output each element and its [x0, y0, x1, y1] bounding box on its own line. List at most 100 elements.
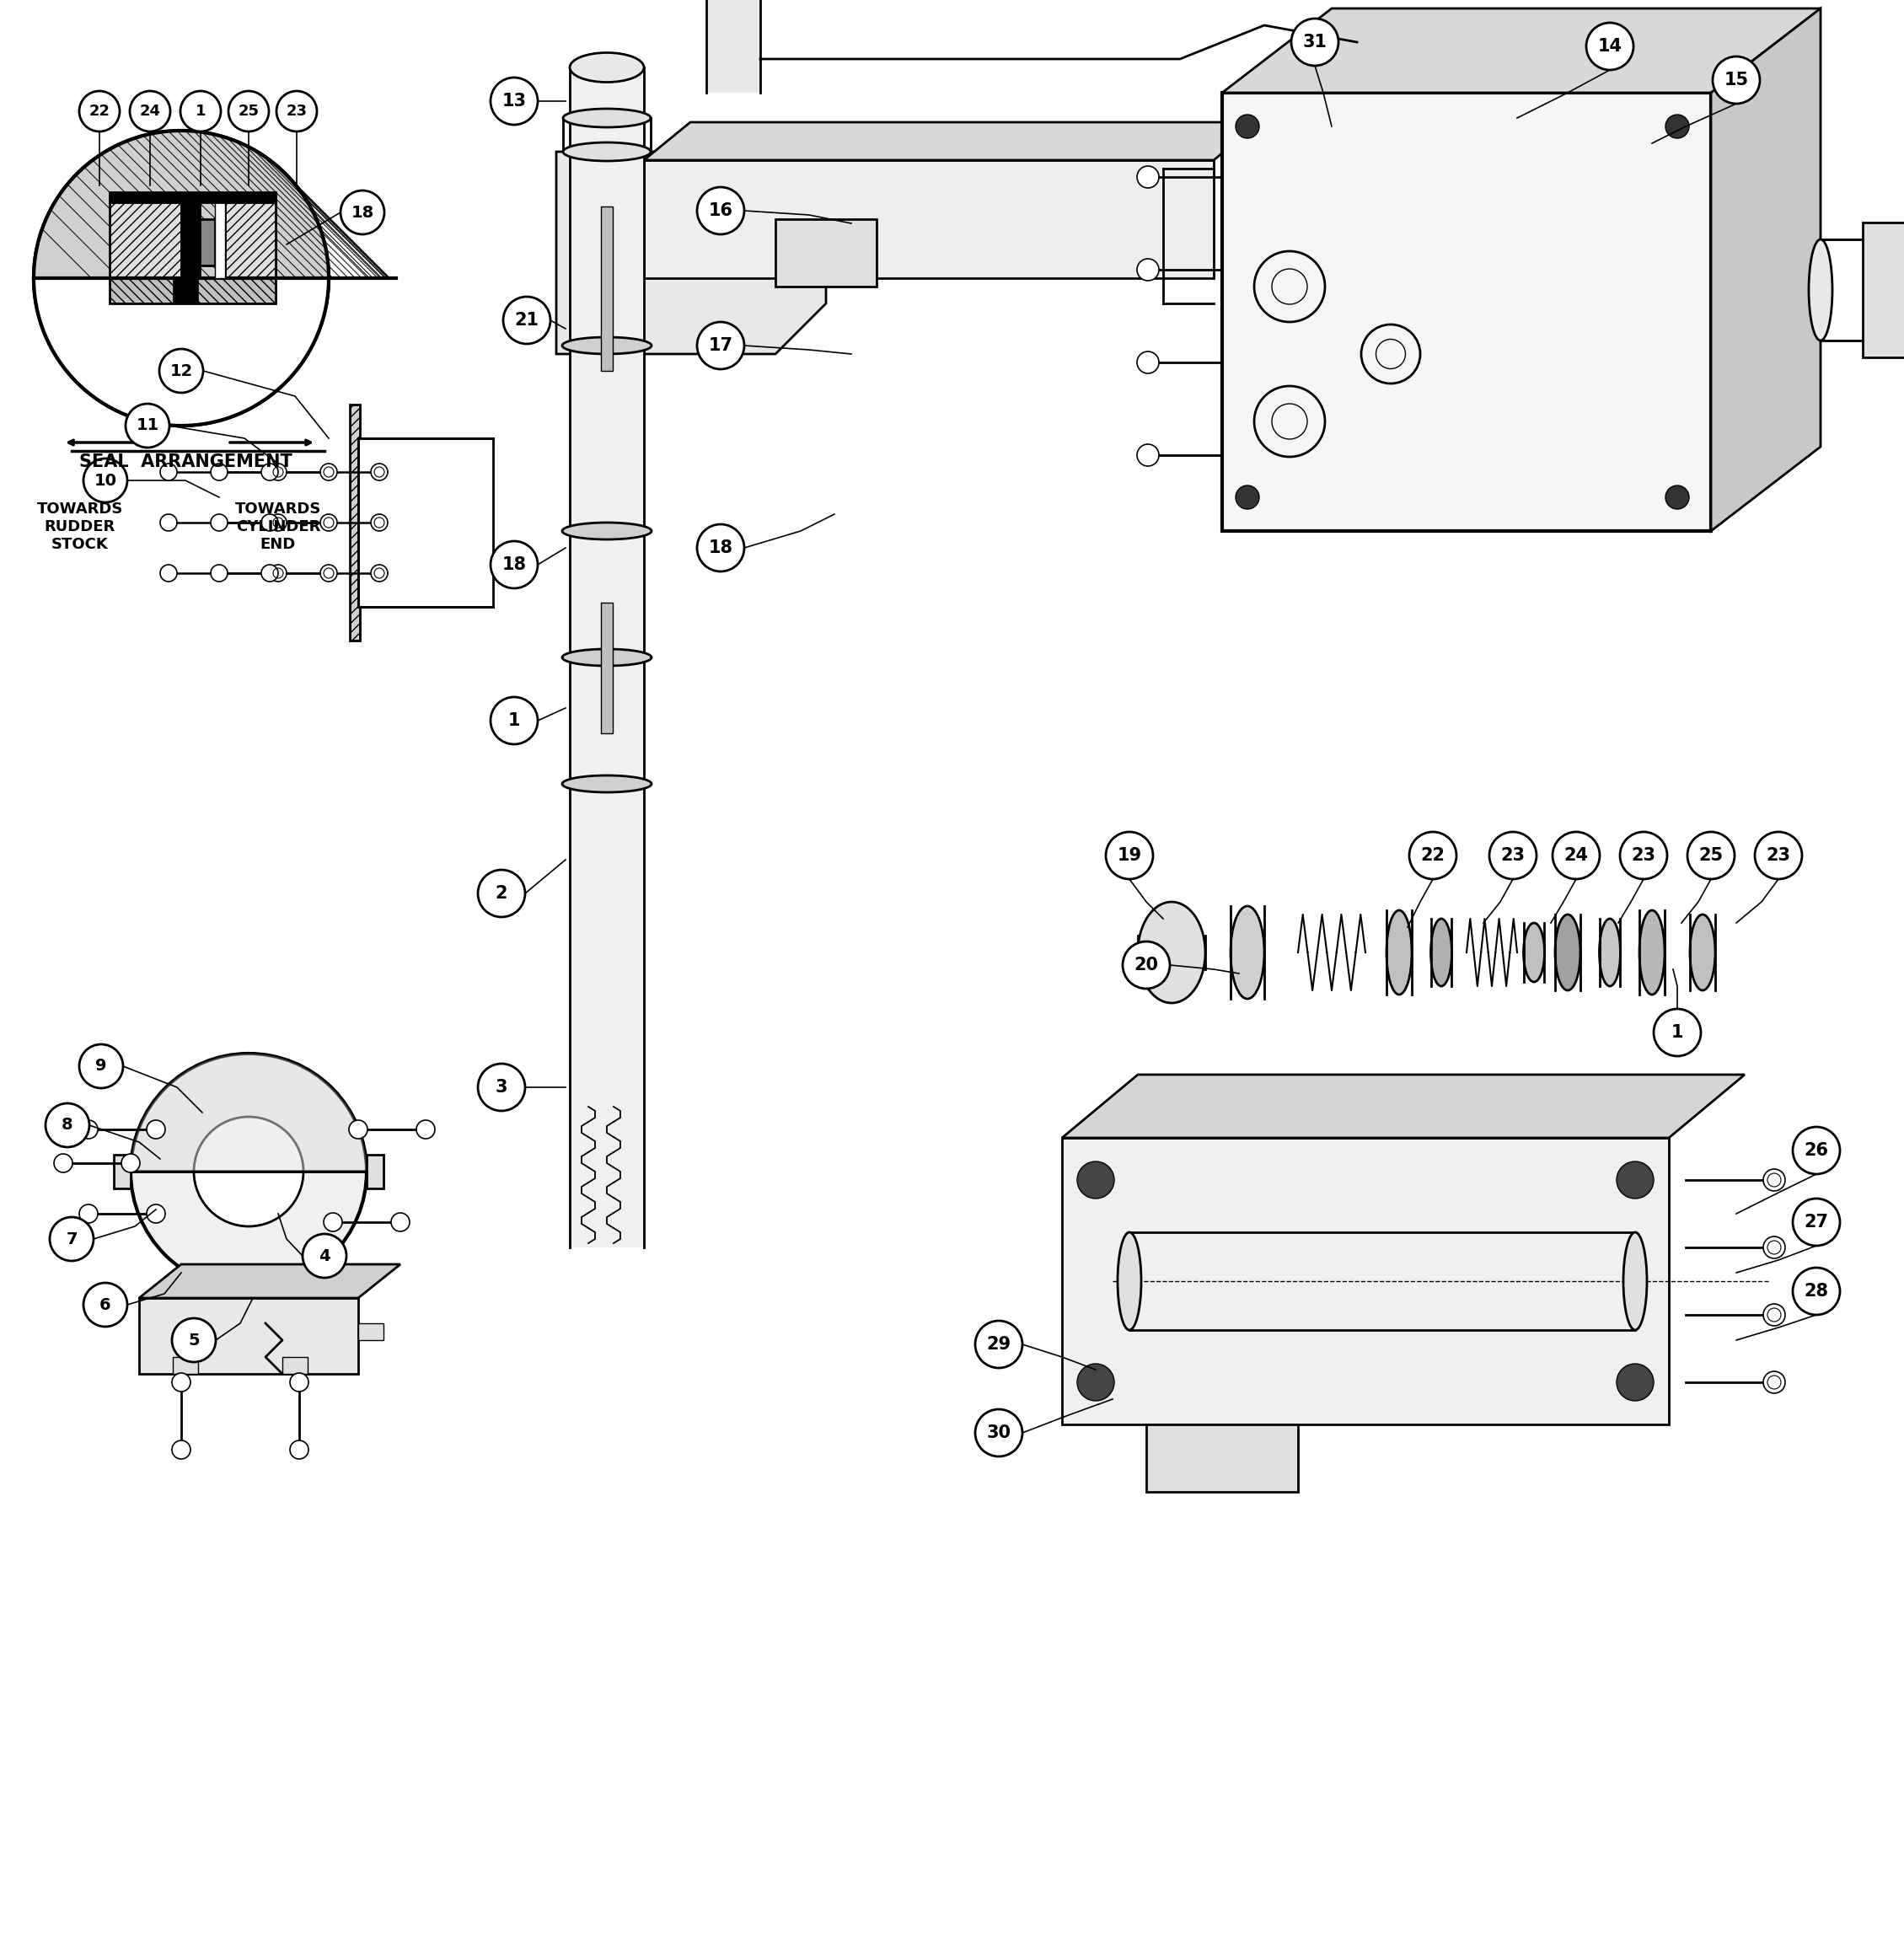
Text: 23: 23 [1767, 847, 1790, 864]
Ellipse shape [562, 522, 651, 539]
Circle shape [181, 92, 221, 132]
Circle shape [84, 458, 128, 502]
Circle shape [1137, 259, 1160, 280]
Bar [367, 1155, 383, 1188]
Circle shape [1620, 831, 1668, 880]
Bar [706, 0, 760, 93]
Circle shape [270, 514, 288, 532]
Ellipse shape [569, 53, 644, 82]
Ellipse shape [1118, 1232, 1140, 1330]
Circle shape [1137, 444, 1160, 465]
Circle shape [46, 1104, 89, 1147]
Bar [1222, 93, 1712, 532]
Ellipse shape [1556, 915, 1580, 991]
Circle shape [320, 565, 337, 582]
Bar [110, 278, 276, 304]
Circle shape [341, 191, 385, 234]
Circle shape [261, 514, 278, 532]
Circle shape [1763, 1304, 1786, 1326]
Circle shape [1714, 56, 1759, 103]
Circle shape [320, 463, 337, 481]
Circle shape [228, 92, 268, 132]
Bar [215, 202, 225, 278]
Text: 30: 30 [986, 1425, 1011, 1441]
Circle shape [1236, 115, 1259, 138]
Bar [358, 438, 493, 607]
Text: 23: 23 [1632, 847, 1656, 864]
Circle shape [147, 1205, 166, 1223]
Text: 13: 13 [503, 93, 526, 109]
Text: 18: 18 [708, 539, 733, 557]
Circle shape [478, 1063, 526, 1112]
Bar [181, 202, 200, 278]
Circle shape [1137, 352, 1160, 374]
Ellipse shape [562, 337, 651, 354]
Text: 1: 1 [196, 103, 206, 119]
Circle shape [160, 349, 204, 393]
Text: 9: 9 [95, 1059, 107, 1075]
Circle shape [1137, 165, 1160, 189]
Polygon shape [131, 1053, 367, 1172]
Text: 16: 16 [708, 202, 733, 220]
Polygon shape [1146, 1425, 1299, 1491]
Text: 24: 24 [139, 103, 160, 119]
Bar [358, 1324, 383, 1340]
Text: 28: 28 [1805, 1283, 1828, 1301]
Circle shape [417, 1120, 434, 1139]
Circle shape [371, 514, 388, 532]
Ellipse shape [1139, 901, 1205, 1003]
Text: 25: 25 [1698, 847, 1723, 864]
Polygon shape [34, 130, 329, 278]
Text: TOWARDS
RUDDER
STOCK: TOWARDS RUDDER STOCK [36, 502, 124, 551]
Circle shape [1236, 485, 1259, 508]
Bar [569, 68, 644, 1248]
Circle shape [1409, 831, 1457, 880]
Circle shape [371, 463, 388, 481]
Circle shape [1552, 831, 1599, 880]
Bar [1862, 222, 1904, 358]
Circle shape [270, 463, 288, 481]
Text: SEAL  ARRANGEMENT: SEAL ARRANGEMENT [78, 454, 291, 471]
Text: 6: 6 [99, 1297, 110, 1312]
Text: 18: 18 [350, 204, 373, 220]
Text: 12: 12 [169, 362, 192, 380]
Bar [602, 604, 613, 734]
Circle shape [1586, 23, 1634, 70]
Bar [602, 206, 613, 370]
Circle shape [1794, 1267, 1839, 1314]
Circle shape [975, 1320, 1022, 1369]
Circle shape [1666, 485, 1689, 508]
Text: 14: 14 [1597, 37, 1622, 55]
Text: 7: 7 [67, 1231, 78, 1246]
Polygon shape [556, 152, 826, 354]
Circle shape [1794, 1127, 1839, 1174]
Bar [173, 278, 198, 304]
Text: 11: 11 [135, 419, 158, 434]
Circle shape [491, 697, 537, 744]
Circle shape [320, 514, 337, 532]
Text: 23: 23 [286, 103, 307, 119]
Polygon shape [1712, 8, 1820, 532]
Circle shape [129, 92, 169, 132]
Circle shape [1794, 1199, 1839, 1246]
Text: 26: 26 [1805, 1143, 1828, 1158]
Text: 22: 22 [89, 103, 110, 119]
Circle shape [80, 1044, 124, 1088]
Bar [350, 405, 360, 641]
Text: 31: 31 [1302, 33, 1327, 51]
Ellipse shape [1523, 923, 1544, 981]
Circle shape [348, 1120, 367, 1139]
Circle shape [1655, 1009, 1700, 1055]
Circle shape [303, 1234, 347, 1277]
Ellipse shape [1230, 905, 1264, 999]
Circle shape [160, 463, 177, 481]
Circle shape [697, 321, 744, 370]
Circle shape [1123, 942, 1169, 989]
Circle shape [1755, 831, 1801, 880]
Ellipse shape [1691, 915, 1716, 991]
Text: 5: 5 [188, 1332, 200, 1347]
Bar [775, 220, 876, 286]
Circle shape [697, 187, 744, 234]
Circle shape [276, 92, 316, 132]
Circle shape [1763, 1371, 1786, 1394]
